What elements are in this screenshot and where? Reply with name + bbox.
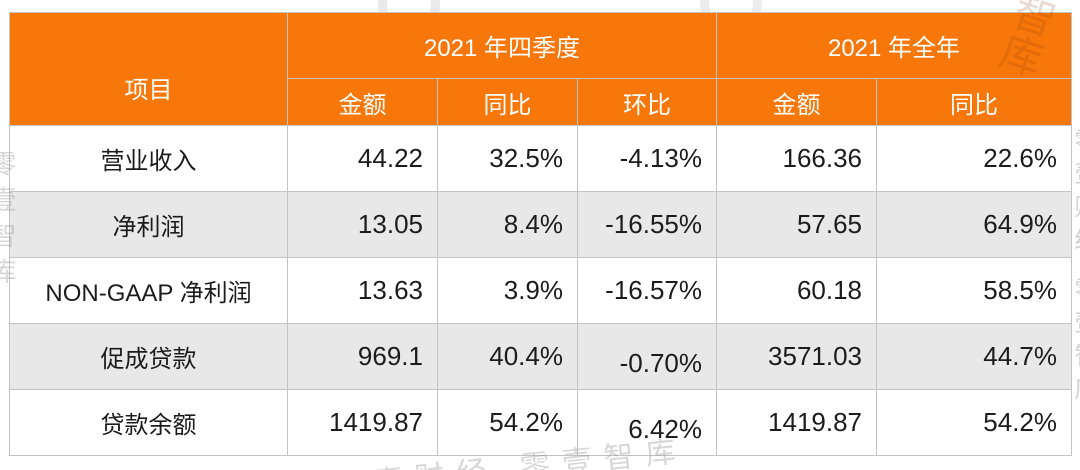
- financial-results-table: 项目 2021 年四季度 2021 年全年 金额 同比 环比 金额 同比 营业收…: [9, 12, 1073, 456]
- cell-value: 969.1: [287, 323, 438, 390]
- group-header-q4-2021: 2021 年四季度: [286, 12, 718, 79]
- cell-value: 54.2%: [876, 389, 1073, 456]
- cell-value: 1419.87: [716, 389, 878, 456]
- cell-value: 3571.03: [716, 323, 878, 390]
- cell-value: 57.65: [716, 191, 878, 258]
- table-body: 营业收入 44.22 32.5% -4.13% 166.36 22.6% 净利润…: [9, 125, 1073, 456]
- cell-value: 1419.87: [287, 389, 438, 456]
- cell-value: 54.2%: [437, 389, 578, 456]
- cell-value: 32.5%: [437, 125, 578, 192]
- sub-header-row: 金额 同比 环比 金额 同比: [10, 78, 1073, 126]
- table-header: 项目 2021 年四季度 2021 年全年 金额 同比 环比 金额 同比: [9, 12, 1073, 126]
- cell-value: 64.9%: [876, 191, 1073, 258]
- col-header-q4-amount: 金额: [287, 78, 438, 126]
- cell-value: -16.57%: [576, 257, 718, 324]
- cell-value: 8.4%: [437, 191, 578, 258]
- table-row-net-profit: 净利润 13.05 8.4% -16.55% 57.65 64.9%: [9, 191, 1073, 258]
- col-header-fy-yoy: 同比: [876, 78, 1073, 126]
- cell-value: -16.55%: [576, 191, 718, 258]
- col-header-fy-amount: 金额: [716, 78, 878, 126]
- row-label: 净利润: [9, 191, 288, 258]
- table-row-nongaap-net-profit: NON-GAAP 净利润 13.63 3.9% -16.57% 60.18 58…: [9, 257, 1073, 324]
- row-label: NON-GAAP 净利润: [9, 257, 288, 324]
- table-row-revenue: 营业收入 44.22 32.5% -4.13% 166.36 22.6%: [9, 125, 1073, 192]
- cell-value: 166.36: [716, 125, 878, 192]
- row-label: 贷款余额: [9, 389, 288, 456]
- cell-value: 3.9%: [437, 257, 578, 324]
- cell-value: 44.22: [287, 125, 438, 192]
- cell-value: 13.63: [287, 257, 438, 324]
- row-label: 促成贷款: [9, 323, 288, 390]
- cell-value: 6.42%: [576, 389, 718, 456]
- group-header-fy-2021: 2021 年全年: [716, 12, 1073, 79]
- cell-value: 22.6%: [876, 125, 1073, 192]
- cell-value: -0.70%: [576, 323, 718, 390]
- cell-value: 44.7%: [876, 323, 1073, 390]
- cell-value: 40.4%: [437, 323, 578, 390]
- col-header-item: 项目: [9, 12, 288, 126]
- row-label: 营业收入: [9, 125, 288, 192]
- col-header-q4-yoy: 同比: [437, 78, 578, 126]
- cell-value: 58.5%: [876, 257, 1073, 324]
- cell-value: 60.18: [716, 257, 878, 324]
- group-header-row: 项目 2021 年四季度 2021 年全年: [9, 12, 1073, 126]
- cell-value: -4.13%: [576, 125, 718, 192]
- col-header-q4-qoq: 环比: [576, 78, 718, 126]
- table-row-loans-facilitated: 促成贷款 969.1 40.4% -0.70% 3571.03 44.7%: [9, 323, 1073, 390]
- cell-value: 13.05: [287, 191, 438, 258]
- table-row-loan-balance: 贷款余额 1419.87 54.2% 6.42% 1419.87 54.2%: [9, 389, 1073, 456]
